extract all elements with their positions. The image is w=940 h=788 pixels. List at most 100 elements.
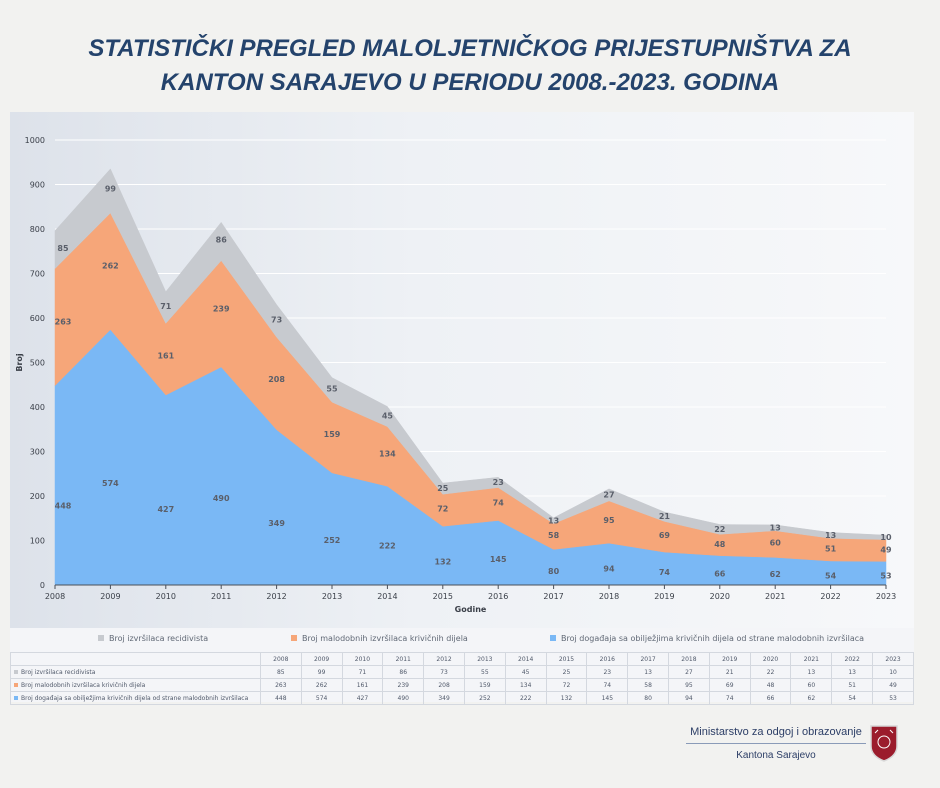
data-label: 95 [603, 516, 615, 525]
table-cell: 73 [423, 665, 465, 679]
table-cell: 49 [872, 678, 914, 692]
table-cell: 263 [259, 678, 302, 692]
legend-label: Broj izvršilaca recidivista [109, 634, 209, 643]
table-row-label: Broj događaja sa obilježjima krivičnih d… [10, 691, 261, 705]
table-row: Broj malodobnih izvršilaca krivičnih dij… [10, 678, 914, 692]
table-year-cell: 2020 [749, 652, 792, 666]
table-year-cell: 2017 [627, 652, 670, 666]
area-series-2 [54, 168, 887, 540]
x-tick-label: 2023 [876, 592, 896, 601]
table-year-cell: 2016 [586, 652, 629, 666]
y-tick-label: 600 [30, 314, 45, 323]
data-label: 72 [437, 505, 448, 514]
data-label: 10 [880, 533, 892, 542]
table-cell: 58 [627, 678, 670, 692]
table-cell: 27 [668, 665, 710, 679]
x-tick-label: 2015 [433, 592, 453, 601]
table-cell: 448 [259, 691, 302, 705]
data-label: 74 [659, 568, 671, 577]
table-cell: 134 [504, 678, 547, 692]
table-cell: 74 [586, 678, 629, 692]
data-label: 349 [268, 519, 285, 528]
table-year-cell: 2009 [300, 652, 343, 666]
data-label: 62 [770, 570, 781, 579]
table-cell: 55 [463, 665, 506, 679]
table-cell: 262 [300, 678, 343, 692]
table-cell: 99 [300, 665, 343, 679]
y-tick-label: 0 [40, 581, 45, 590]
x-tick-label: 2014 [377, 592, 397, 601]
canton-crest-icon [870, 725, 898, 762]
x-tick-label: 2013 [322, 592, 342, 601]
table-cell: 145 [586, 691, 629, 705]
x-tick-label: 2022 [820, 592, 840, 601]
legend-item: Broj izvršilaca recidivista [98, 634, 208, 643]
data-label: 23 [493, 478, 504, 487]
table-cell: 71 [341, 665, 384, 679]
table-cell: 60 [790, 678, 833, 692]
legend-swatch [98, 635, 104, 641]
data-label: 27 [603, 490, 614, 499]
data-label: 13 [548, 516, 559, 525]
y-tick-label: 300 [30, 448, 45, 457]
table-cell: 161 [341, 678, 384, 692]
x-tick-label: 2018 [599, 592, 619, 601]
data-label: 49 [880, 545, 892, 554]
y-tick-label: 1000 [25, 136, 45, 145]
table-cell: 62 [790, 691, 833, 705]
data-label: 132 [434, 558, 451, 567]
table-cell: 80 [627, 691, 670, 705]
legend-label: Broj događaja sa obilježjima krivičnih d… [561, 634, 865, 643]
y-axis-title: Broj [15, 353, 24, 372]
y-tick-label: 200 [30, 492, 45, 501]
data-label: 448 [55, 501, 72, 510]
x-tick-label: 2009 [100, 592, 120, 601]
data-label: 22 [714, 525, 725, 534]
data-table-section: Broj izvršilaca recidivista Broj malodobn… [10, 628, 914, 705]
table-row-label: Broj izvršilaca recidivista [10, 665, 261, 679]
table-cell: 23 [586, 665, 629, 679]
table-row: Broj događaja sa obilježjima krivičnih d… [10, 691, 914, 705]
table-year-cell: 2023 [872, 652, 914, 666]
data-label: 53 [880, 572, 891, 581]
data-label: 85 [57, 244, 69, 253]
data-label: 427 [157, 505, 174, 514]
table-cell: 159 [463, 678, 506, 692]
data-label: 71 [160, 302, 172, 311]
data-label: 161 [157, 352, 174, 361]
x-tick-label: 2011 [211, 592, 231, 601]
data-label: 490 [213, 494, 230, 503]
data-label: 145 [490, 555, 507, 564]
data-label: 60 [770, 539, 782, 548]
data-label: 69 [659, 531, 671, 540]
table-cell: 21 [708, 665, 751, 679]
data-label: 263 [55, 317, 72, 326]
page-title: STATISTIČKI PREGLED MALOLJETNIČKOG PRIJE… [0, 32, 940, 100]
data-label: 99 [105, 185, 117, 194]
table-cell: 208 [423, 678, 465, 692]
legend-swatch [291, 635, 297, 641]
x-tick-label: 2012 [266, 592, 286, 601]
table-year-cell: 2010 [341, 652, 384, 666]
x-tick-label: 2019 [654, 592, 674, 601]
title-line-1: STATISTIČKI PREGLED MALOLJETNIČKOG PRIJE… [88, 35, 852, 62]
ministry-name: Ministarstvo za odgoj i obrazovanje [690, 726, 862, 738]
x-tick-label: 2020 [710, 592, 730, 601]
table-cell: 72 [545, 678, 588, 692]
table-cell: 53 [872, 691, 914, 705]
data-label: 13 [770, 524, 781, 533]
table-cell: 13 [831, 665, 874, 679]
table-cell: 66 [749, 691, 792, 705]
x-tick-label: 2021 [765, 592, 785, 601]
table-cell: 94 [668, 691, 710, 705]
y-tick-label: 900 [30, 181, 45, 190]
table-cell: 490 [382, 691, 425, 705]
table-year-cell: 2014 [504, 652, 547, 666]
x-tick-label: 2017 [543, 592, 563, 601]
legend-item: Broj događaja sa obilježjima krivičnih d… [550, 634, 864, 643]
table-cell: 48 [749, 678, 792, 692]
table-year-cell: 2012 [423, 652, 465, 666]
x-axis-title: Godine [455, 605, 487, 614]
table-cell: 85 [259, 665, 302, 679]
data-label: 86 [216, 236, 228, 245]
